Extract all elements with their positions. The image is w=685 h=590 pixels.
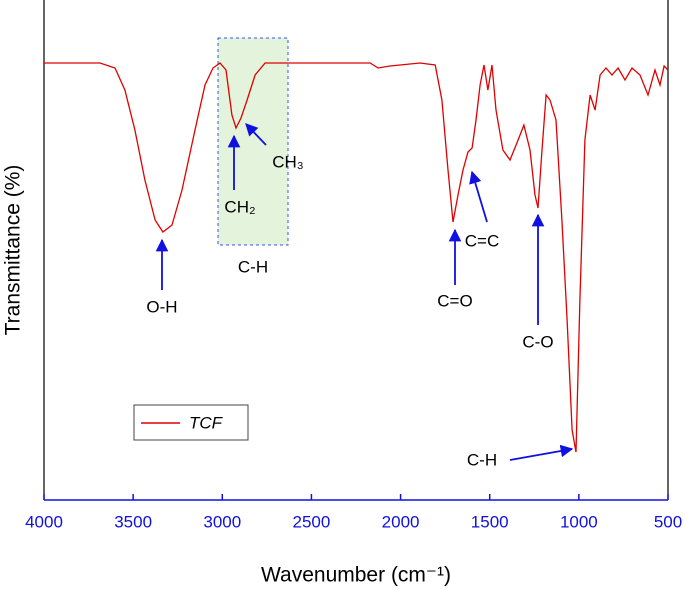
annotation: C-H	[238, 257, 268, 276]
annotation: C=O	[437, 291, 472, 310]
x-tick-label: 2000	[382, 512, 420, 531]
annotation: C-O	[522, 332, 553, 351]
annotation: C=C	[465, 231, 499, 250]
y-axis-title: Transmittance (%)	[2, 165, 25, 336]
x-tick-label: 500	[654, 512, 682, 531]
x-tick-label: 4000	[25, 512, 63, 531]
x-axis-title: Wavenumber (cm⁻¹)	[261, 564, 451, 587]
x-tick-label: 3500	[114, 512, 152, 531]
x-tick-label: 3000	[203, 512, 241, 531]
spectrum-line	[44, 62, 669, 453]
x-tick-label: 1000	[560, 512, 598, 531]
annotation: C-H	[467, 450, 497, 469]
annotation: CH₂	[224, 197, 255, 216]
arrows	[155, 123, 574, 461]
legend-label: TCF	[189, 413, 224, 432]
x-tick-label: 1500	[471, 512, 509, 531]
x-tick-label: 2500	[293, 512, 331, 531]
annotation: O-H	[146, 297, 177, 316]
annotation: CH₃	[272, 152, 303, 171]
